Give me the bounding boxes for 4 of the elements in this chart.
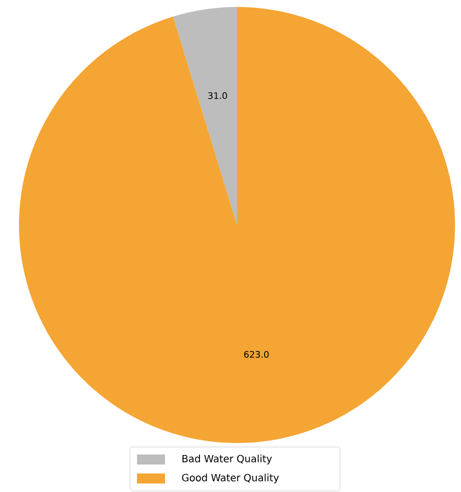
legend-label: Good Water Quality (182, 474, 279, 484)
data-label: 31.0 (208, 92, 227, 100)
legend-label: Bad Water Quality (182, 454, 272, 464)
data-label: 623.0 (244, 350, 269, 358)
